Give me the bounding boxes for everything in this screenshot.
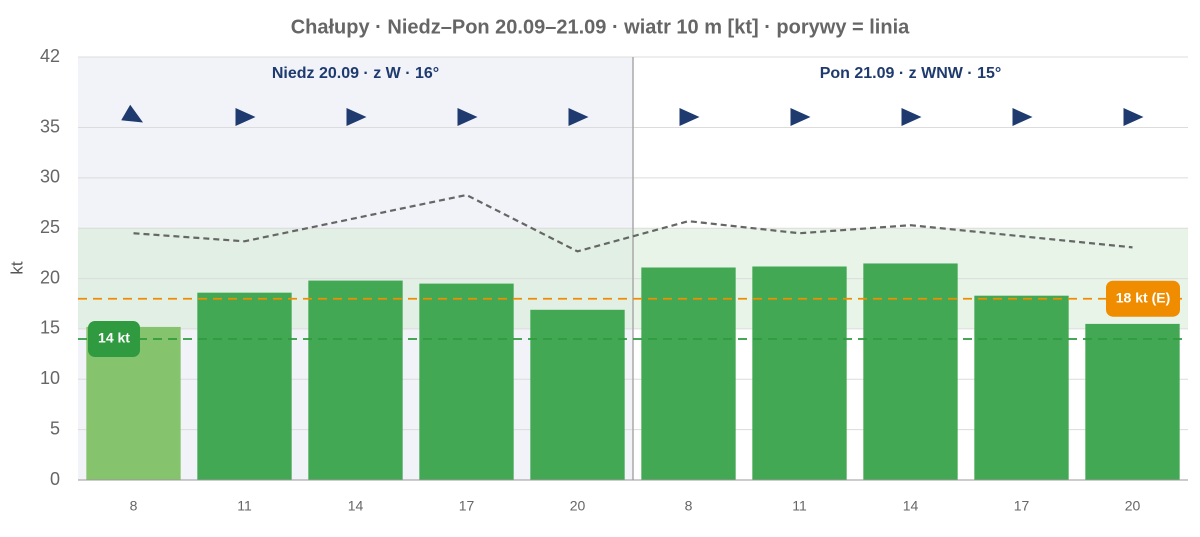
reference-label-box [1106, 280, 1180, 317]
wind-arrow [679, 108, 700, 126]
bar [863, 263, 958, 480]
wind-arrow [1123, 108, 1144, 126]
wind-arrow [568, 108, 589, 126]
wind-arrow [901, 108, 922, 126]
x-tick-label: 20 [570, 498, 586, 514]
reference-label: 18 kt (E) [1116, 289, 1170, 305]
wind-arrow [121, 104, 144, 123]
reference-label-box [88, 321, 140, 357]
wind-arrow [457, 108, 478, 126]
bar [419, 283, 514, 480]
reference-label: 14 kt [98, 330, 130, 346]
x-tick-label: 11 [792, 498, 807, 514]
wind-arrow [235, 108, 256, 126]
day-label: Niedz 20.09 · z W · 16° [272, 65, 439, 82]
x-tick-label: 20 [1125, 498, 1141, 514]
y-axis-label: kt [7, 261, 26, 275]
x-tick-label: 8 [685, 498, 693, 514]
y-tick-label: 20 [40, 267, 60, 287]
bar [752, 266, 847, 480]
x-tick-label: 11 [237, 498, 252, 514]
y-tick-label: 5 [50, 418, 60, 438]
bar [530, 309, 625, 480]
y-tick-label: 25 [40, 217, 60, 237]
day-label: Pon 21.09 · z WNW · 15° [820, 65, 1002, 82]
y-tick-label: 15 [40, 318, 60, 338]
wind-arrow [790, 108, 811, 126]
bar [974, 295, 1069, 480]
bar [197, 292, 292, 480]
y-tick-label: 10 [40, 368, 60, 388]
y-tick-label: 42 [40, 46, 60, 66]
wind-arrow [346, 108, 367, 126]
gust-line [133, 193, 1133, 253]
x-tick-label: 17 [1014, 498, 1030, 514]
y-tick-label: 0 [50, 469, 60, 489]
x-tick-label: 8 [130, 498, 138, 514]
x-tick-label: 14 [348, 498, 364, 514]
wind-arrow [1012, 108, 1033, 126]
x-tick-label: 14 [903, 498, 919, 514]
bar [1085, 323, 1180, 480]
y-tick-label: 30 [40, 167, 60, 187]
bar [641, 267, 736, 480]
chart-title: Chałupy · Niedz–Pon 20.09–21.09 · wiatr … [291, 16, 910, 38]
x-tick-label: 17 [459, 498, 475, 514]
bar [308, 280, 403, 480]
y-tick-label: 35 [40, 116, 60, 136]
